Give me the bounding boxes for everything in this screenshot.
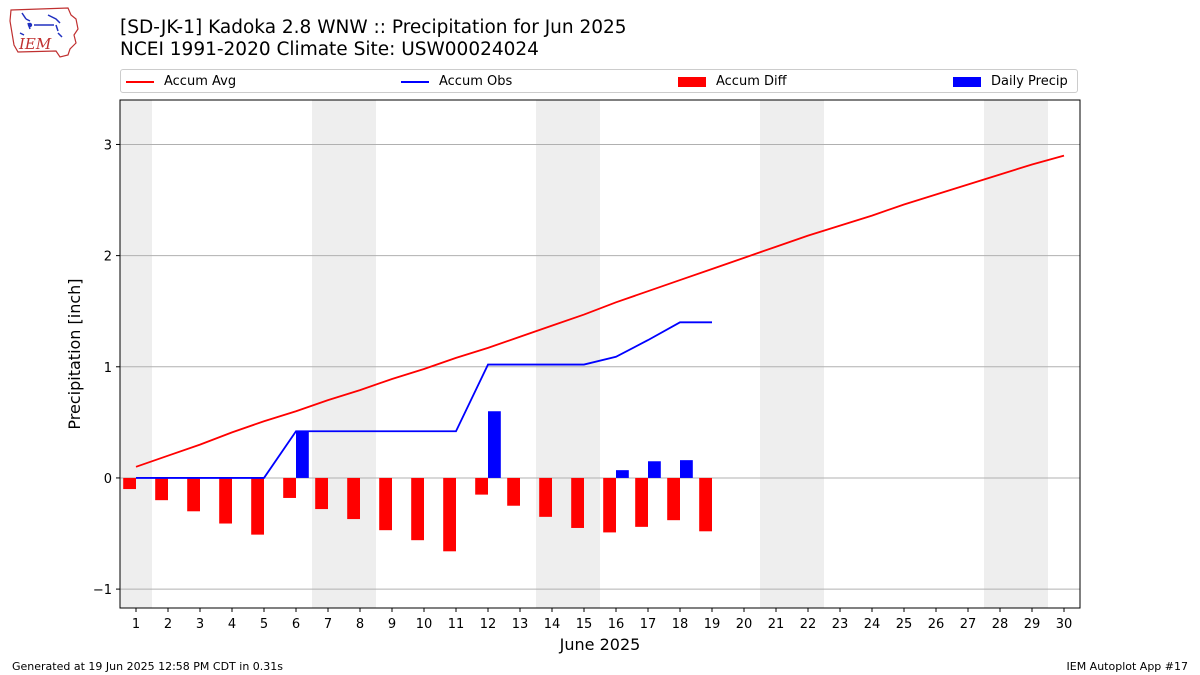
legend-item-accum-avg: Accum Avg [126,73,236,91]
weekend-shade [120,100,152,608]
x-tick-label: 5 [260,617,268,632]
chart-legend: Accum Avg Accum Obs Accum Diff Daily Pre… [120,69,1078,93]
x-tick-label: 9 [388,617,396,632]
y-tick-label: 2 [104,250,112,265]
legend-label-accum-diff: Accum Diff [716,74,787,89]
weekend-shade [536,100,568,608]
x-tick-label: 30 [1056,617,1073,632]
weekend-shade [984,100,1016,608]
legend-swatch-accum-diff [678,76,706,87]
accum-avg-line [135,154,1065,468]
diff-bar [283,477,296,498]
weekend-shade [792,100,824,608]
x-tick-label: 7 [324,617,332,632]
x-tick-label: 23 [832,617,849,632]
x-tick-label: 24 [864,617,881,632]
x-tick-label: 11 [448,617,465,632]
y-tick-label: 1 [104,361,112,376]
weekend-shade [1016,100,1048,608]
x-tick-label: 17 [640,617,657,632]
x-axis-label: June 2025 [559,635,641,654]
diff-bar [443,477,456,552]
chart-subtitle: NCEI 1991-2020 Climate Site: USW00024024 [120,39,539,60]
diff-bar [411,477,424,541]
x-tick-label: 20 [736,617,753,632]
legend-label-daily-precip: Daily Precip [991,74,1068,89]
y-tick-label: 3 [104,138,112,153]
diff-bar [379,477,392,531]
x-tick-label: 28 [992,617,1009,632]
daily-precip-bar [616,470,629,478]
daily-precip-bar [296,431,309,478]
x-tick-label: 29 [1024,617,1041,632]
x-tick-label: 2 [164,617,172,632]
daily-precip-bar [488,411,501,478]
x-tick-label: 25 [896,617,913,632]
diff-bar [155,477,168,501]
weekend-shade [312,100,344,608]
legend-item-accum-diff: Accum Diff [678,73,787,91]
diff-bar [699,477,712,532]
x-tick-label: 1 [132,617,140,632]
x-tick-label: 15 [576,617,593,632]
iem-logo: IEM [9,7,79,58]
diff-bar [251,477,264,535]
y-axis-label: Precipitation [inch] [65,278,84,429]
diff-bar [603,477,616,533]
x-tick-label: 21 [768,617,785,632]
x-tick-label: 14 [544,617,561,632]
legend-swatch-daily-precip [953,76,981,87]
x-tick-label: 3 [196,617,204,632]
plot-frame [119,99,1081,609]
weekend-shade [344,100,376,608]
daily-precip-bar [680,460,693,478]
legend-item-daily-precip: Daily Precip [953,73,1068,91]
x-tick-label: 10 [416,617,433,632]
x-tick-label: 16 [608,617,625,632]
chart-title: [SD-JK-1] Kadoka 2.8 WNW :: Precipitatio… [120,17,627,38]
diff-bar [539,477,552,517]
x-tick-label: 18 [672,617,689,632]
x-tick-label: 22 [800,617,817,632]
x-tick-label: 4 [228,617,236,632]
generated-timestamp: Generated at 19 Jun 2025 12:58 PM CDT in… [12,660,284,673]
weekend-shade [760,100,792,608]
accum-obs-line [136,321,712,479]
x-tick-label: 13 [512,617,529,632]
x-tick-label: 26 [928,617,945,632]
diff-bar [475,477,488,495]
legend-swatch-accum-obs [401,80,429,83]
diff-bar [347,477,360,520]
diff-bar [123,477,136,490]
x-tick-label: 6 [292,617,300,632]
weekend-shade [568,100,600,608]
svg-text:IEM: IEM [18,35,52,53]
legend-item-accum-obs: Accum Obs [401,73,512,91]
legend-label-accum-avg: Accum Avg [164,74,237,89]
x-tick-label: 8 [356,617,364,632]
diff-bar [635,477,648,527]
daily-precip-bar [648,461,661,478]
diff-bar [571,477,584,528]
x-tick-label: 12 [480,617,497,632]
y-tick-label: −1 [93,583,112,598]
app-credit: IEM Autoplot App #17 [1066,660,1189,673]
diff-bar [667,477,680,521]
diff-bar [187,477,200,512]
diff-bar [219,477,232,524]
diff-bar [315,477,328,510]
y-tick-label: 0 [104,472,112,487]
x-tick-label: 27 [960,617,977,632]
legend-swatch-accum-avg [126,80,154,83]
diff-bar [507,477,520,506]
x-tick-label: 19 [704,617,721,632]
legend-label-accum-obs: Accum Obs [439,74,513,89]
